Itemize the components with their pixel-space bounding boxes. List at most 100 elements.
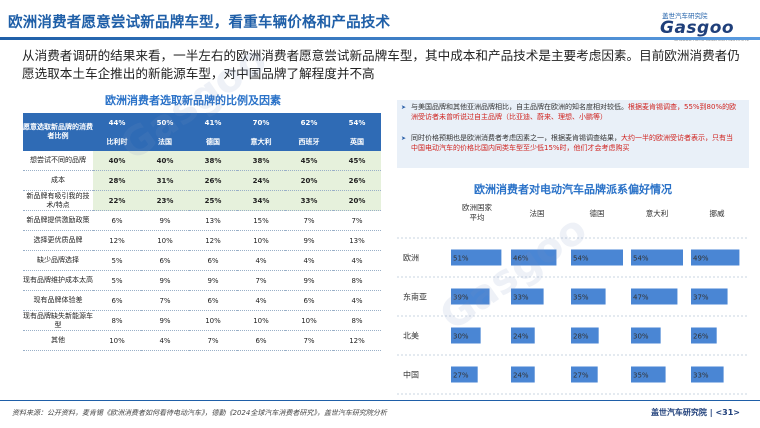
row-label: 其他 xyxy=(23,330,93,351)
table-cell: 9% xyxy=(141,270,189,291)
bar xyxy=(691,366,724,383)
bar xyxy=(511,327,535,344)
table-cell: 45% xyxy=(333,151,381,171)
table-cell: 6% xyxy=(189,250,237,271)
table-cell: 26% xyxy=(333,170,381,191)
category-label: 意大利 xyxy=(646,208,669,218)
left-chart-header: 欧洲消费者选取新品牌的比例及因素 xyxy=(23,92,363,108)
category-label: 挪威 xyxy=(710,208,725,218)
series-label: 北美 xyxy=(403,331,419,341)
table-cell: 13% xyxy=(333,230,381,251)
bar-value-label: 39% xyxy=(453,294,469,302)
bar xyxy=(691,288,728,305)
table-cell: 33% xyxy=(285,190,333,211)
row-label: 选择更优质品牌 xyxy=(23,230,93,251)
table-cell: 24% xyxy=(237,170,285,191)
table-cell: 5% xyxy=(93,250,141,271)
table-row: 新品牌提供激励政策 6% 9% 13% 15% 7% 7% xyxy=(23,210,381,231)
table-row: 选择更优质品牌 12% 10% 12% 10% 9% 13% xyxy=(23,230,381,251)
table-cell: 7% xyxy=(237,270,285,291)
bar-value-label: 26% xyxy=(693,333,709,341)
bar xyxy=(631,327,661,344)
table-cell: 10% xyxy=(285,310,333,331)
table-cell: 38% xyxy=(189,151,237,171)
table-cell: 10% xyxy=(141,230,189,251)
column-country: 意大利 xyxy=(237,132,285,151)
column-pct: 62% xyxy=(285,113,333,132)
table-row: 其他 10% 4% 7% 6% 7% 12% xyxy=(23,330,381,351)
highlight-text: 55%到80%的欧洲受访者未曾听说过自主品牌（比亚迪、蔚来、理想、小鹏等） xyxy=(411,103,737,121)
table-cell: 22% xyxy=(93,190,141,211)
bar xyxy=(691,249,740,266)
bullet-arrow-icon: ➤ xyxy=(401,104,407,111)
table-row: 缺少品牌选择 5% 6% 6% 4% 4% 4% xyxy=(23,250,381,271)
row-label: 缺少品牌选择 xyxy=(23,250,93,271)
table-cell: 26% xyxy=(189,170,237,191)
table-cell: 4% xyxy=(285,250,333,271)
category-label: 法国 xyxy=(530,208,545,218)
table-pct-row: 愿意选取新品牌的消费者比例 44% 50% 41% 70% 62% 54% xyxy=(23,113,381,151)
table-cell: 4% xyxy=(141,330,189,351)
row-label: 现有品牌维护成本太高 xyxy=(23,270,93,291)
bar-value-label: 47% xyxy=(633,294,649,302)
series-label: 东南亚 xyxy=(403,292,427,302)
row-label: 成本 xyxy=(23,170,93,191)
column-country: 西班牙 xyxy=(285,132,333,151)
bar-value-label: 35% xyxy=(633,372,649,380)
table-cell: 10% xyxy=(189,310,237,331)
logo-wordmark: Gasgoo xyxy=(660,18,735,38)
page-title: 欧洲消费者愿意尝试新品牌车型，看重车辆价格和产品技术 xyxy=(8,15,391,31)
bar-value-label: 28% xyxy=(573,333,589,341)
table-cell: 6% xyxy=(93,290,141,311)
table-cell: 9% xyxy=(141,210,189,231)
row-label: 新品牌有吸引我的技术/特点 xyxy=(23,190,93,211)
table-cell: 12% xyxy=(189,230,237,251)
bar-value-label: 33% xyxy=(693,372,709,380)
table-cell: 31% xyxy=(141,170,189,191)
bullet-text: 同时价格预期也是欧洲消费者考虑因素之一，根据麦肯锡调查结果， xyxy=(411,134,621,142)
bar xyxy=(631,249,683,266)
bar-value-label: 24% xyxy=(513,333,529,341)
table-cell: 9% xyxy=(141,310,189,331)
table-row: 成本 28% 31% 26% 24% 20% 26% xyxy=(23,170,381,191)
bar-value-label: 30% xyxy=(633,333,649,341)
table-cell: 45% xyxy=(285,151,333,171)
table-row: 现有品牌缺失新能源车型 8% 9% 10% 10% 10% 8% xyxy=(23,310,381,331)
table-cell: 9% xyxy=(285,270,333,291)
table-cell: 6% xyxy=(93,210,141,231)
bar xyxy=(631,366,666,383)
table-row: 想尝试不同的品牌 40% 40% 38% 38% 45% 45% xyxy=(23,151,381,171)
bar-value-label: 24% xyxy=(513,372,529,380)
bullet-text: 与美国品牌和其他亚洲品牌相比，自主品牌在欧洲的知名度相对较低。 xyxy=(411,103,628,111)
bar xyxy=(571,327,599,344)
table-cell: 12% xyxy=(93,230,141,251)
right-chart-title: 欧洲消费者对电动汽车品牌派系偏好情况 xyxy=(474,183,672,196)
company-logo: 盖世汽车研究院 Gasgoo GASGOO AUTO RESEARCH INST… xyxy=(660,10,752,42)
bullet-arrow-icon: ➤ xyxy=(401,135,407,142)
bar-value-label: 30% xyxy=(453,333,469,341)
bar-value-label: 51% xyxy=(453,255,469,263)
bar-value-label: 33% xyxy=(513,294,529,302)
table-cell: 4% xyxy=(237,290,285,311)
brand-preference-table: 愿意选取新品牌的消费者比例 44% 50% 41% 70% 62% 54% 比利时 法国 德国… xyxy=(23,113,381,351)
table-cell: 6% xyxy=(285,290,333,311)
bar xyxy=(451,366,478,383)
table-cell: 20% xyxy=(333,190,381,211)
table-cell: 8% xyxy=(93,310,141,331)
table-cell: 7% xyxy=(141,290,189,311)
table-cell: 7% xyxy=(189,330,237,351)
left-chart-title: 欧洲消费者选取新品牌的比例及因素 xyxy=(105,94,281,107)
table-cell: 6% xyxy=(189,290,237,311)
bar xyxy=(451,288,490,305)
series-label: 欧洲 xyxy=(403,253,419,263)
column-country: 德国 xyxy=(189,132,237,151)
table-cell: 15% xyxy=(237,210,285,231)
table-row: 新品牌有吸引我的技术/特点 22% 23% 25% 34% 33% 20% xyxy=(23,190,381,211)
table-cell: 40% xyxy=(141,151,189,171)
table-cell: 38% xyxy=(237,151,285,171)
logo-cn-text: 盖世汽车研究院 xyxy=(662,12,708,20)
row-label: 新品牌提供激励政策 xyxy=(23,210,93,231)
bar xyxy=(511,249,557,266)
highlight-text: 根据麦肯锡调查， xyxy=(628,103,684,111)
table-cell: 10% xyxy=(93,330,141,351)
